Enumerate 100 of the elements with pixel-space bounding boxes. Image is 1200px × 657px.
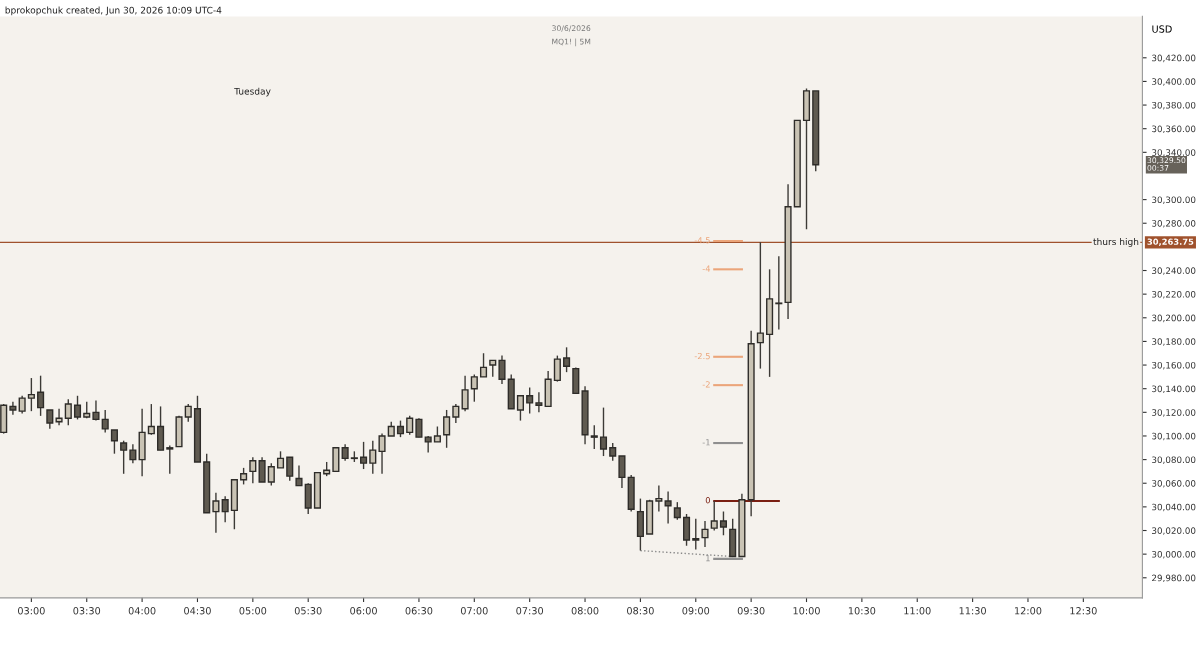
y-tick-label: 30,060.00 [1152, 480, 1196, 488]
candlestick [286, 456, 294, 482]
y-tick-label: 30,280.00 [1152, 220, 1196, 228]
text: bprokopchuk created, Jun 30, 2026 10:09 UTC-4 [5, 6, 222, 16]
x-tick-label: 07:30 [516, 607, 544, 615]
candlestick [498, 354, 506, 385]
candlestick [147, 403, 155, 436]
x-tick-label: 03:00 [18, 607, 45, 615]
candlestick [563, 346, 571, 373]
candlestick [655, 484, 663, 513]
y-tick-label: 30,420.00 [1152, 54, 1196, 63]
candlestick [64, 398, 72, 427]
candlestick [516, 395, 525, 422]
candlestick [212, 491, 220, 534]
candlestick [553, 354, 561, 383]
x-tick-label: 03:30 [73, 607, 101, 615]
candlestick [129, 443, 137, 464]
x-tick-label: 04:00 [128, 607, 156, 615]
y-tick-label: 30,340.00 [1152, 149, 1196, 157]
candlestick [101, 409, 109, 434]
annotation: Tuesday [234, 87, 271, 97]
y-tick-label: 30,240.00 [1152, 267, 1196, 275]
candlestick [73, 395, 82, 421]
candlestick [157, 405, 165, 451]
candlestick [470, 373, 478, 403]
candlestick [267, 462, 275, 487]
y-axis-title: USD [1152, 25, 1172, 33]
x-tick-label: 04:30 [184, 607, 211, 615]
candlestick [535, 391, 543, 414]
candlestick [92, 399, 100, 422]
y-tick-label: 30,040.00 [1152, 503, 1196, 512]
candlestick [369, 439, 377, 475]
candlestick [618, 455, 626, 489]
y-tick-label: 30,020.00 [1152, 527, 1196, 535]
candlestick [415, 417, 423, 438]
x-tick-label: 11:30 [959, 607, 986, 615]
x-tick-label: 09:00 [682, 607, 710, 615]
series-label: -2.5 [694, 352, 710, 360]
candlestick [719, 510, 728, 536]
y-tick-label: 30,300.00 [1152, 196, 1196, 204]
candlestick [332, 447, 340, 473]
x-tick-label: 10:00 [793, 607, 820, 615]
candlestick [692, 517, 700, 551]
candlestick [461, 374, 469, 412]
candlestick [304, 482, 312, 515]
series-label: 1 [706, 555, 710, 562]
candlestick [406, 415, 414, 436]
candlestick [27, 377, 35, 412]
candlestick [590, 424, 598, 450]
candlestick [295, 464, 303, 487]
series-label: 0 [705, 497, 710, 504]
y-tick-label: 29,980.00 [1152, 574, 1196, 583]
candlestick [710, 500, 718, 532]
candlestick [258, 456, 266, 483]
x-tick-label: 06:00 [350, 607, 377, 615]
text: 30,263.75 [1147, 238, 1194, 246]
candlestick [37, 374, 45, 417]
x-tick-label: 11:00 [904, 607, 931, 615]
candlestick [775, 255, 783, 331]
candlestick [682, 513, 691, 547]
y-tick-label: 30,360.00 [1152, 125, 1196, 134]
candlestick [378, 432, 386, 475]
x-tick-label: 08:00 [571, 607, 599, 615]
y-tick-label: 30,200.00 [1152, 314, 1196, 323]
y-tick-label: 30,080.00 [1152, 456, 1196, 464]
x-tick-label: 07:00 [460, 607, 488, 615]
series-label: -4.5 [694, 237, 710, 244]
y-tick-label: 30,120.00 [1152, 409, 1196, 417]
candlestick [479, 352, 488, 378]
y-tick-label: 30,000.00 [1152, 550, 1196, 559]
ref-line-label: thurs high [1093, 238, 1139, 247]
y-tick-label: 30,220.00 [1152, 290, 1196, 299]
x-tick-label: 05:00 [239, 607, 267, 615]
y-tick-label: 30,160.00 [1152, 361, 1196, 370]
x-tick-label: 09:30 [737, 607, 765, 615]
y-tick-label: 30,100.00 [1152, 432, 1196, 441]
x-tick-label: 06:30 [405, 607, 433, 615]
series-label: -2 [702, 381, 710, 388]
candlestick [120, 439, 128, 475]
candlestick [599, 406, 608, 457]
candlestick [452, 403, 460, 424]
candlestick [221, 495, 229, 523]
candlestick [701, 520, 709, 548]
series-label: -1 [702, 439, 710, 446]
candlestick [360, 441, 368, 470]
series-label: -4 [702, 265, 711, 272]
candlestick [166, 444, 174, 475]
y-tick-label: 30,140.00 [1152, 385, 1196, 394]
x-tick-label: 05:30 [294, 607, 322, 615]
candlestick [249, 456, 257, 484]
candlestick [664, 490, 672, 525]
y-tick-label: 30,380.00 [1152, 101, 1196, 110]
x-tick-label: 08:30 [627, 607, 654, 615]
candlestick [756, 241, 764, 370]
y-tick-label: 30,400.00 [1152, 78, 1196, 86]
candlestick [46, 409, 54, 430]
x-tick-label: 12:00 [1015, 607, 1042, 615]
x-tick-label: 12:30 [1070, 607, 1097, 615]
candlestick [110, 429, 118, 455]
candlestick [526, 386, 534, 415]
